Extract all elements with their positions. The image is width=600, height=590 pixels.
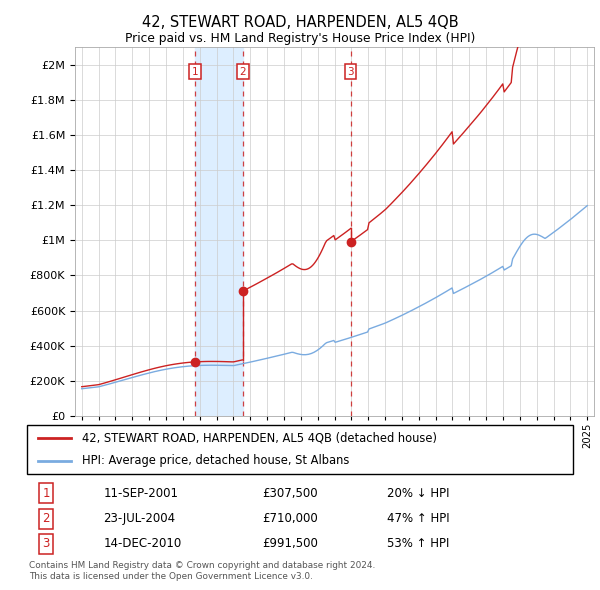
Text: 20% ↓ HPI: 20% ↓ HPI xyxy=(388,487,450,500)
Text: 42, STEWART ROAD, HARPENDEN, AL5 4QB: 42, STEWART ROAD, HARPENDEN, AL5 4QB xyxy=(142,15,458,30)
Text: 3: 3 xyxy=(43,537,50,550)
Bar xyxy=(194,47,242,416)
Text: £991,500: £991,500 xyxy=(262,537,317,550)
FancyBboxPatch shape xyxy=(27,425,573,474)
Text: Price paid vs. HM Land Registry's House Price Index (HPI): Price paid vs. HM Land Registry's House … xyxy=(125,32,475,45)
Text: This data is licensed under the Open Government Licence v3.0.: This data is licensed under the Open Gov… xyxy=(29,572,313,581)
Text: 11-SEP-2001: 11-SEP-2001 xyxy=(103,487,178,500)
Text: 14-DEC-2010: 14-DEC-2010 xyxy=(103,537,182,550)
Text: 2: 2 xyxy=(43,512,50,525)
Text: 1: 1 xyxy=(43,487,50,500)
Text: HPI: Average price, detached house, St Albans: HPI: Average price, detached house, St A… xyxy=(82,454,349,467)
Text: 47% ↑ HPI: 47% ↑ HPI xyxy=(388,512,450,525)
Text: 3: 3 xyxy=(347,67,354,77)
Text: £307,500: £307,500 xyxy=(262,487,317,500)
Text: 2: 2 xyxy=(239,67,246,77)
Text: Contains HM Land Registry data © Crown copyright and database right 2024.: Contains HM Land Registry data © Crown c… xyxy=(29,560,375,569)
Text: 23-JUL-2004: 23-JUL-2004 xyxy=(103,512,176,525)
Text: 1: 1 xyxy=(191,67,198,77)
Text: 42, STEWART ROAD, HARPENDEN, AL5 4QB (detached house): 42, STEWART ROAD, HARPENDEN, AL5 4QB (de… xyxy=(82,432,437,445)
Text: £710,000: £710,000 xyxy=(262,512,317,525)
Text: 53% ↑ HPI: 53% ↑ HPI xyxy=(388,537,450,550)
